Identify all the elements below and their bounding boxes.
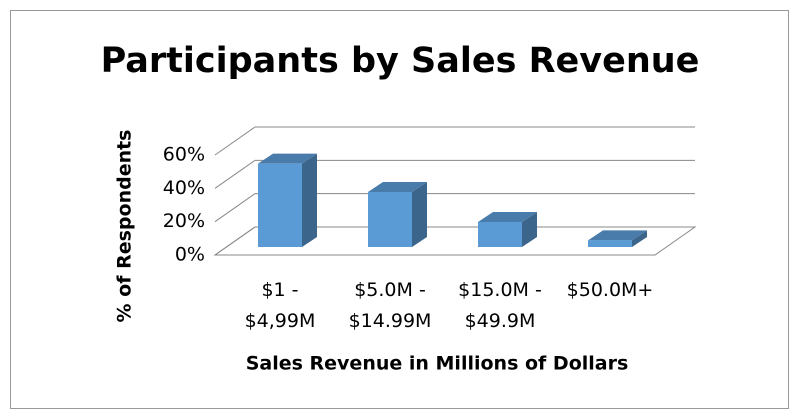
bar-top <box>258 153 317 164</box>
x-tick-label: $15.0M - $49.9M <box>458 279 542 332</box>
x-tick-label: $5.0M - $14.99M <box>348 279 432 332</box>
bar-side <box>632 230 647 247</box>
x-axis-title: Sales Revenue in Millions of Dollars <box>246 353 629 375</box>
grid-line <box>214 193 695 223</box>
bar-side <box>412 182 427 247</box>
bar <box>258 163 302 247</box>
bar-side <box>302 153 317 247</box>
bar <box>588 240 632 247</box>
y-axis-title: % of Respondents <box>114 130 136 323</box>
y-tick-label: 0% <box>175 244 205 266</box>
bar <box>478 222 522 247</box>
chart-title: Participants by Sales Revenue <box>101 41 700 81</box>
bar-top <box>478 212 537 222</box>
grid-line <box>214 226 695 256</box>
bar-top <box>588 230 647 241</box>
grid-line <box>214 159 695 189</box>
bar-top <box>368 182 427 192</box>
bar <box>368 192 412 247</box>
y-tick-label: 40% <box>163 177 205 199</box>
grid-line <box>214 126 695 156</box>
bar-side <box>522 212 537 247</box>
y-tick-label: 60% <box>163 144 205 166</box>
x-tick-label: $50.0M+ <box>566 279 654 301</box>
y-tick-label: 20% <box>163 210 205 232</box>
x-tick-label: $1 - $4,99M <box>244 279 316 332</box>
